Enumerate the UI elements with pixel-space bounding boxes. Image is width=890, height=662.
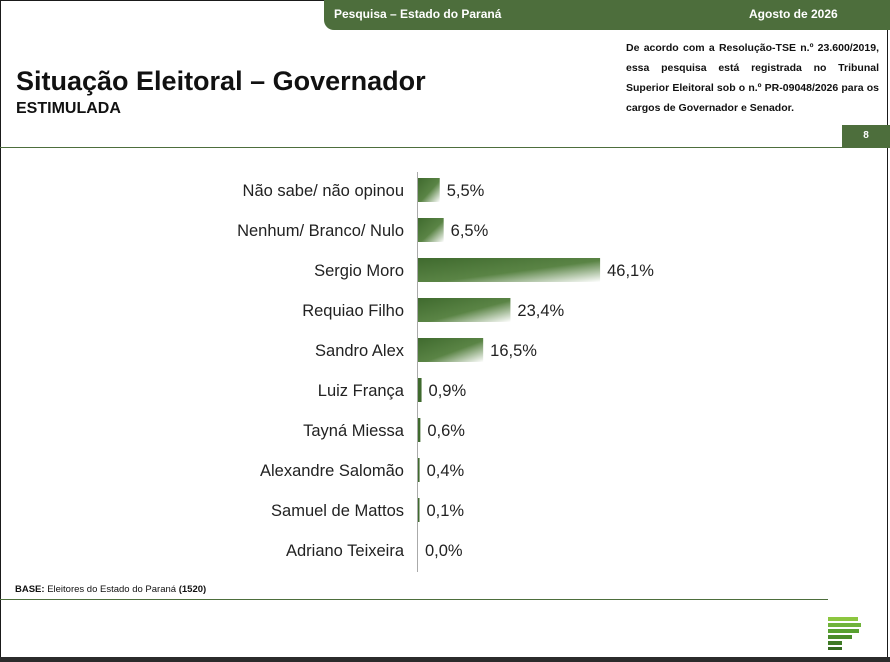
- category-label: Nenhum/ Branco/ Nulo: [237, 222, 404, 240]
- value-label: 0,9%: [429, 382, 467, 400]
- date-label: Agosto de 2026: [749, 7, 838, 21]
- category-label: Samuel de Mattos: [271, 502, 404, 520]
- category-label: Não sabe/ não opinou: [243, 182, 404, 200]
- bar: [418, 338, 484, 362]
- bar: [418, 178, 440, 202]
- category-label: Luiz França: [318, 382, 405, 400]
- value-label: 16,5%: [490, 342, 537, 360]
- bar: [418, 418, 421, 442]
- page-number: 8: [842, 125, 890, 147]
- brand-logo: [828, 617, 861, 650]
- bar: [418, 218, 444, 242]
- value-label: 6,5%: [451, 222, 489, 240]
- category-label: Sandro Alex: [315, 342, 405, 360]
- value-label: 46,1%: [607, 262, 654, 280]
- base-text: Eleitores do Estado do Paraná: [47, 584, 177, 595]
- header-bar: Pesquisa – Estado do Paraná Agosto de 20…: [324, 0, 890, 30]
- category-label: Requiao Filho: [302, 302, 404, 320]
- page-title: Situação Eleitoral – Governador: [16, 66, 426, 96]
- category-label: Sergio Moro: [314, 262, 404, 280]
- top-divider: [0, 147, 890, 148]
- bar-chart: Não sabe/ não opinou 5,5% Nenhum/ Branco/ …: [237, 172, 654, 572]
- bar: [418, 298, 511, 322]
- category-label: Alexandre Salomão: [260, 462, 404, 480]
- bar: [418, 258, 601, 282]
- value-label: 5,5%: [447, 182, 485, 200]
- bottom-strip: [0, 657, 890, 662]
- bottom-divider: [0, 599, 828, 600]
- value-label: 0,4%: [427, 462, 465, 480]
- registration-notice: De acordo com a Resolução-TSE n.º 23.600…: [626, 42, 879, 114]
- category-label: Adriano Teixeira: [286, 542, 405, 560]
- page-subtitle: ESTIMULADA: [16, 100, 121, 117]
- category-label: Tayná Miessa: [303, 422, 405, 440]
- base-count: (1520): [178, 584, 207, 595]
- bar: [418, 378, 422, 402]
- base-note: BASE: Eleitores do Estado do Paraná (152…: [15, 584, 206, 595]
- value-label: 0,1%: [427, 502, 465, 520]
- value-label: 0,0%: [425, 542, 463, 560]
- bar: [418, 498, 420, 522]
- base-label: BASE:: [15, 584, 45, 595]
- survey-label: Pesquisa – Estado do Paraná: [334, 7, 502, 21]
- value-label: 23,4%: [517, 302, 564, 320]
- value-label: 0,6%: [427, 422, 465, 440]
- bar: [418, 458, 420, 482]
